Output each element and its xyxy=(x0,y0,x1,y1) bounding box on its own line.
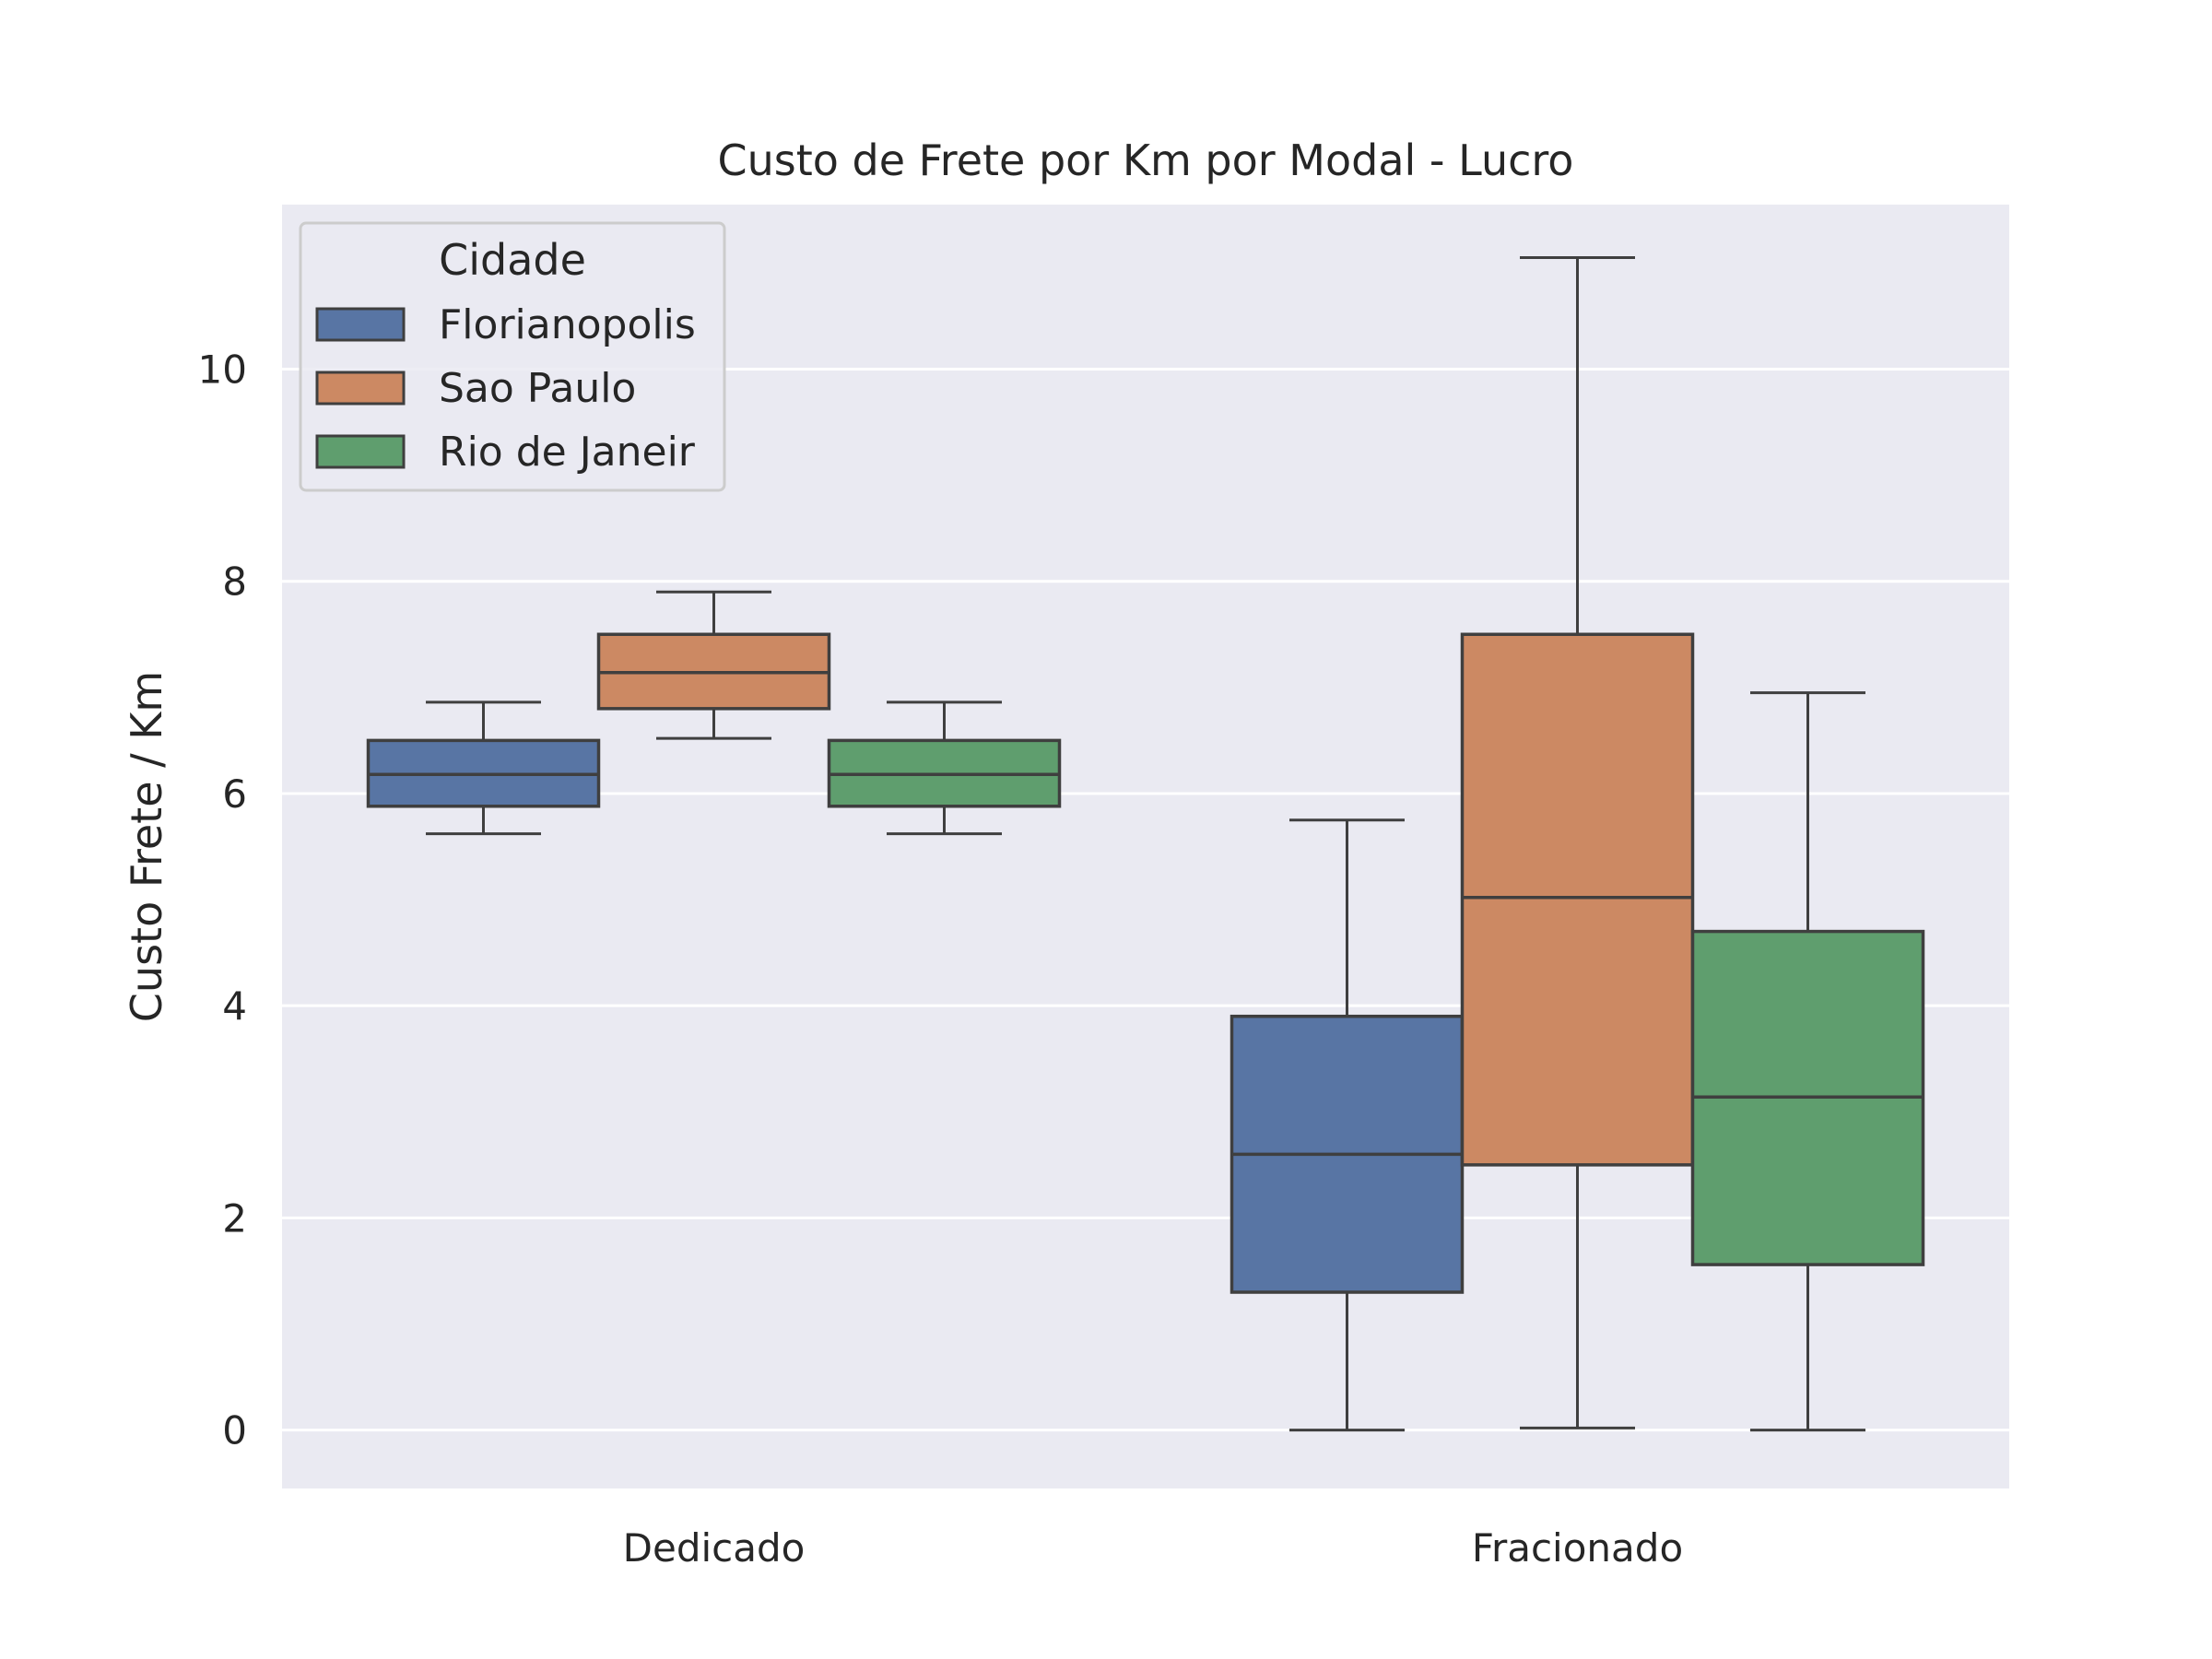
legend-label: Rio de Janeir xyxy=(439,429,696,476)
legend: Cidade Florianopolis Sao Paulo Rio de Jane… xyxy=(299,221,726,492)
legend-swatch xyxy=(315,434,406,469)
y-tick-label: 0 xyxy=(222,1408,247,1453)
y-tick-label: 4 xyxy=(222,983,247,1029)
box-sao-paulo-fracionado xyxy=(1460,256,1695,1430)
legend-items: Florianopolis Sao Paulo Rio de Janeir xyxy=(315,301,696,476)
y-axis-ticks: 0 2 4 6 8 10 xyxy=(198,347,247,1453)
y-tick-label: 2 xyxy=(222,1195,247,1241)
x-tick-label: Dedicado xyxy=(623,1525,806,1571)
box-florianopolis-dedicado xyxy=(366,700,601,836)
legend-title: Cidade xyxy=(439,235,586,285)
legend-frame xyxy=(299,221,726,492)
legend-swatch xyxy=(315,307,406,342)
box-florianopolis-fracionado xyxy=(1230,818,1465,1432)
y-tick-label: 10 xyxy=(198,347,247,392)
box-sao-paulo-dedicado xyxy=(596,590,831,740)
legend-label: Florianopolis xyxy=(439,301,696,348)
y-tick-label: 8 xyxy=(222,559,247,605)
chart-title: Custo de Frete por Km por Modal - Lucro xyxy=(718,135,1574,185)
box-rio-de-janeir-fracionado xyxy=(1690,691,1925,1432)
legend-label: Sao Paulo xyxy=(439,365,636,412)
box-body xyxy=(1460,632,1695,1167)
y-tick-label: 6 xyxy=(222,771,247,817)
x-axis-ticks: Dedicado Fracionado xyxy=(623,1525,1683,1571)
box-rio-de-janeir-dedicado xyxy=(827,700,1062,836)
box-series xyxy=(366,256,1925,1432)
legend-swatch xyxy=(315,371,406,406)
x-tick-label: Fracionado xyxy=(1472,1525,1683,1571)
y-axis-label: Custo Frete / Km xyxy=(122,671,171,1022)
